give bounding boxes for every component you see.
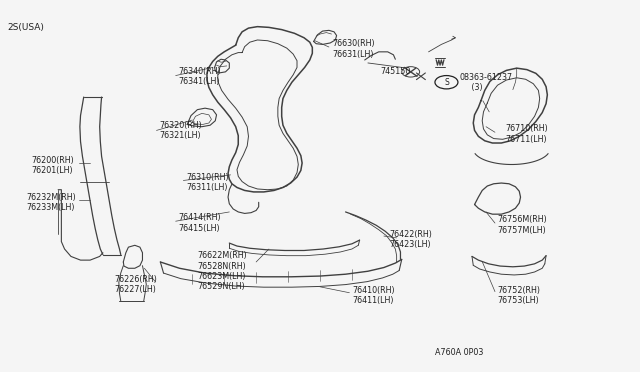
- Text: 76414(RH)
76415(LH): 76414(RH) 76415(LH): [178, 214, 221, 233]
- Text: 76200(RH)
76201(LH): 76200(RH) 76201(LH): [31, 156, 74, 175]
- Text: 76630(RH)
76631(LH): 76630(RH) 76631(LH): [333, 39, 376, 58]
- Text: 76310(RH)
76311(LH): 76310(RH) 76311(LH): [186, 173, 228, 192]
- Text: 2S(USA): 2S(USA): [7, 23, 44, 32]
- Text: 76622M(RH)
76528N(RH)
76623M(LH)
76529N(LH): 76622M(RH) 76528N(RH) 76623M(LH) 76529N(…: [197, 251, 247, 291]
- Text: 76340(RH)
76341(LH): 76340(RH) 76341(LH): [178, 67, 221, 86]
- Text: 76756M(RH)
76757M(LH): 76756M(RH) 76757M(LH): [497, 215, 547, 235]
- Text: 76232M(RH)
76233M(LH): 76232M(RH) 76233M(LH): [26, 193, 76, 212]
- Text: 76422(RH)
76423(LH): 76422(RH) 76423(LH): [389, 230, 432, 250]
- Text: S: S: [444, 78, 449, 87]
- Text: 76710(RH)
76711(LH): 76710(RH) 76711(LH): [505, 124, 548, 144]
- Text: 76410(RH)
76411(LH): 76410(RH) 76411(LH): [352, 286, 394, 305]
- Text: 745150: 745150: [381, 67, 411, 76]
- Text: 76226(RH)
76227(LH): 76226(RH) 76227(LH): [115, 275, 157, 294]
- Text: A760A 0P03: A760A 0P03: [435, 348, 483, 357]
- Text: 76320(RH)
76321(LH): 76320(RH) 76321(LH): [159, 121, 202, 140]
- Text: 08363-61237
     (3): 08363-61237 (3): [460, 73, 513, 92]
- Text: 76752(RH)
76753(LH): 76752(RH) 76753(LH): [497, 286, 541, 305]
